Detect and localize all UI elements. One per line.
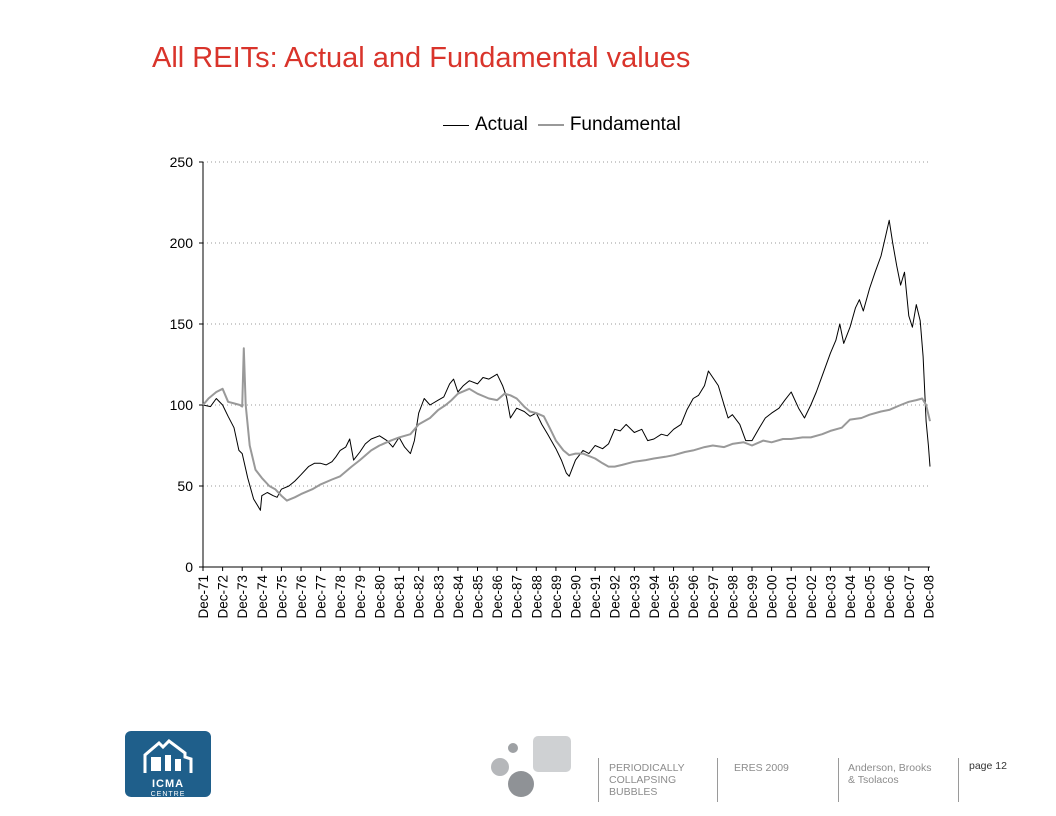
x-tick-label-Dec-95: Dec-95 [667,575,682,619]
x-tick-label-Dec-86: Dec-86 [490,575,505,619]
x-tick-label-Dec-93: Dec-93 [627,575,642,619]
legend-swatch-fundamental [537,124,564,126]
footer-divider-4 [958,758,959,802]
logo-text: ICMA [151,778,185,790]
footer-divider-1 [598,758,599,802]
x-tick-label-Dec-03: Dec-03 [823,575,838,619]
x-tick-label-Dec-07: Dec-07 [902,575,917,619]
x-tick-label-Dec-81: Dec-81 [392,575,407,619]
slide-title: All REITs: Actual and Fundamental values [152,42,691,74]
x-tick-label-Dec-72: Dec-72 [216,575,231,619]
y-tick-label-250: 250 [170,154,194,170]
series-line-fundamental [202,347,931,502]
logo-subtext: CENTRE [150,791,186,798]
x-tick-label-Dec-83: Dec-83 [431,575,446,619]
x-tick-label-Dec-74: Dec-74 [255,575,270,619]
x-tick-label-Dec-87: Dec-87 [510,575,525,619]
x-tick-label-Dec-73: Dec-73 [235,575,250,619]
x-tick-label-Dec-71: Dec-71 [196,575,211,619]
x-tick-label-Dec-76: Dec-76 [294,575,309,619]
decorative-dots-icon [491,736,571,797]
footer-authors: Anderson, Brooks & Tsolacos [848,762,932,786]
y-tick-label-150: 150 [170,316,194,332]
footer-topic: PERIODICALLY COLLAPSING BUBBLES [609,762,685,798]
line-chart: 0 50 100 150 200 250 Dec-71 Dec-72 Dec-73 Dec-74 D… [170,154,937,619]
legend-item-actual: Actual [443,114,528,136]
x-tick-label-Dec-91: Dec-91 [588,575,603,619]
x-tick-label-Dec-89: Dec-89 [549,575,564,619]
icma-logo: ICMA CENTRE [125,731,211,798]
x-tick-label-Dec-75: Dec-75 [274,575,289,619]
legend-swatch-actual [443,124,469,126]
x-tick-label-Dec-06: Dec-06 [882,575,897,619]
x-tick-label-Dec-88: Dec-88 [529,575,544,619]
x-tick-label-Dec-99: Dec-99 [745,575,760,619]
y-tick-label-0: 0 [185,559,193,575]
legend-label-actual: Actual [475,114,528,135]
x-tick-label-Dec-79: Dec-79 [353,575,368,619]
x-tick-label-Dec-94: Dec-94 [647,575,662,619]
x-tick-label-Dec-85: Dec-85 [470,575,485,619]
legend-label-fundamental: Fundamental [569,114,681,135]
x-tick-label-Dec-02: Dec-02 [804,575,819,619]
x-tick-label-Dec-78: Dec-78 [333,575,348,619]
x-tick-label-Dec-04: Dec-04 [843,575,858,619]
x-tick-label-Dec-96: Dec-96 [686,575,701,619]
building-icon [143,739,193,773]
y-tick-label-200: 200 [170,235,194,251]
footer-conference: ERES 2009 [734,762,789,774]
x-tick-label-Dec-01: Dec-01 [784,575,799,619]
chart-legend: Actual Fundamental [443,114,691,136]
x-tick-label-Dec-05: Dec-05 [863,575,878,619]
y-tick-label-50: 50 [177,478,193,494]
page-number: page 12 [969,760,1007,772]
x-tick-label-Dec-97: Dec-97 [706,575,721,619]
x-tick-label-Dec-00: Dec-00 [765,575,780,619]
footer-divider-2 [717,758,718,802]
x-tick-label-Dec-80: Dec-80 [372,575,387,619]
x-tick-label-Dec-92: Dec-92 [608,575,623,619]
x-tick-label-Dec-90: Dec-90 [569,575,584,619]
x-tick-label-Dec-98: Dec-98 [725,575,740,619]
legend-item-fundamental: Fundamental [537,114,681,136]
x-tick-label-Dec-77: Dec-77 [314,575,329,619]
x-tick-label-Dec-84: Dec-84 [451,575,466,619]
footer-divider-3 [838,758,839,802]
y-tick-label-100: 100 [170,397,194,413]
series-line-actual [202,219,931,511]
x-tick-label-Dec-08: Dec-08 [921,575,936,619]
x-tick-label-Dec-82: Dec-82 [412,575,427,619]
